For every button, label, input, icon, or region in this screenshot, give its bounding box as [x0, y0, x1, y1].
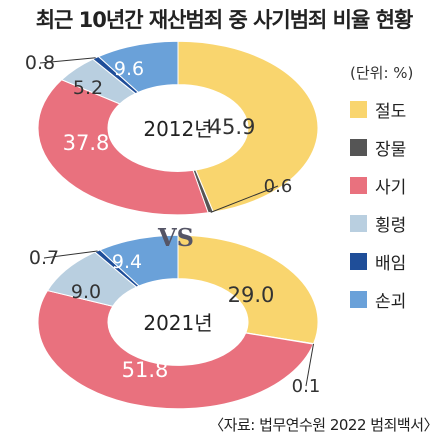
legend-label: 손괴 [375, 291, 407, 312]
data-label: 0.8 [25, 52, 55, 74]
data-label: 0.1 [292, 376, 321, 397]
data-label: 0.7 [29, 247, 59, 269]
legend-swatch [350, 290, 367, 308]
donut-slice [37, 79, 209, 216]
leader-line [210, 185, 279, 213]
donut-slice [97, 40, 179, 93]
donut-center-label: 2012년 [143, 117, 212, 141]
data-label: 9.4 [112, 251, 142, 273]
donut-slice [177, 234, 319, 345]
data-label: 29.0 [228, 283, 275, 307]
legend-item: 장물 [350, 128, 406, 166]
donut-slice [177, 40, 319, 213]
legend-item: 절도 [350, 90, 406, 128]
legend-swatch [350, 138, 367, 156]
data-label: 45.9 [209, 115, 256, 139]
leader-line [43, 250, 98, 259]
data-label: 9.0 [71, 281, 101, 303]
data-label: 37.8 [63, 131, 110, 155]
donut-slice [37, 289, 315, 410]
donut-chart-2021: 2021년 29.0 0.1 51.8 9.0 0.7 9.4 [29, 234, 321, 410]
source-note: 〈자료: 법무연수원 2022 범죄백서〉 [209, 416, 438, 434]
legend-item: 사기 [350, 166, 406, 204]
legend-item: 손괴 [350, 280, 406, 318]
unit-label: (단위: %) [350, 64, 414, 82]
vs-label: VS [157, 223, 194, 252]
legend-label: 사기 [375, 177, 407, 198]
legend-item: 횡령 [350, 204, 406, 242]
legend-label: 배임 [375, 253, 407, 274]
legend-swatch [350, 100, 367, 118]
legend-swatch [350, 252, 367, 270]
leader-line [305, 343, 314, 387]
legend-swatch [350, 176, 367, 194]
chart-title: 최근 10년간 재산범죄 중 사기범죄 비율 현황 [35, 8, 414, 32]
data-label: 51.8 [122, 358, 169, 382]
leader-line [39, 57, 96, 64]
data-label: 9.6 [114, 58, 144, 80]
data-label: 0.6 [264, 176, 293, 197]
legend-label: 절도 [375, 101, 407, 122]
legend-label: 횡령 [375, 215, 407, 236]
legend-label: 장물 [375, 139, 407, 160]
data-label: 5.2 [73, 77, 103, 99]
legend-swatch [350, 214, 367, 232]
legend-item: 배임 [350, 242, 406, 280]
donut-slice [99, 234, 179, 287]
donut-center-label: 2021년 [143, 311, 212, 335]
